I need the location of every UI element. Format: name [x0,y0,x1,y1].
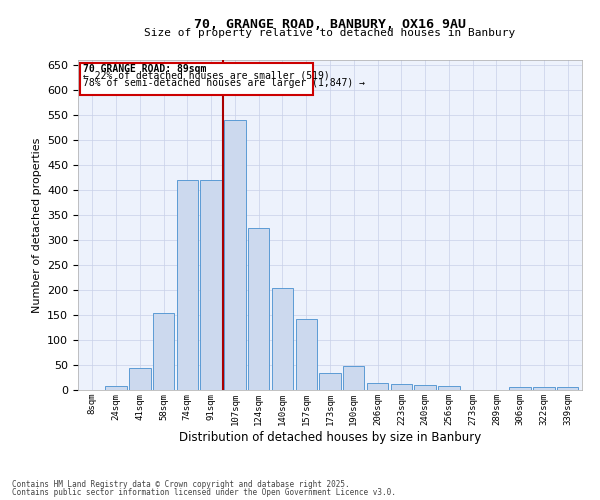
Bar [106,386,127,390]
Bar [557,387,578,390]
Text: 78% of semi-detached houses are larger (1,847) →: 78% of semi-detached houses are larger (… [83,78,365,88]
Bar [509,387,531,390]
Bar [176,180,198,390]
Bar [153,312,174,390]
Text: Size of property relative to detached houses in Banbury: Size of property relative to detached ho… [145,28,515,38]
Text: Contains HM Land Registry data © Crown copyright and database right 2025.: Contains HM Land Registry data © Crown c… [12,480,350,489]
Bar [319,372,341,390]
Bar [129,368,151,390]
Bar [391,384,412,390]
Text: 70 GRANGE ROAD: 89sqm: 70 GRANGE ROAD: 89sqm [83,64,206,74]
Bar [200,180,222,390]
Text: ← 22% of detached houses are smaller (519): ← 22% of detached houses are smaller (51… [83,70,329,81]
Bar [533,387,554,390]
Bar [343,366,364,390]
Y-axis label: Number of detached properties: Number of detached properties [32,138,41,312]
Text: 70, GRANGE ROAD, BANBURY, OX16 9AU: 70, GRANGE ROAD, BANBURY, OX16 9AU [194,18,466,30]
Bar [367,382,388,390]
Bar [224,120,245,390]
X-axis label: Distribution of detached houses by size in Banbury: Distribution of detached houses by size … [179,430,481,444]
Bar [272,288,293,390]
Bar [438,386,460,390]
Bar [415,385,436,390]
Bar [248,228,269,390]
Bar [296,318,317,390]
Text: Contains public sector information licensed under the Open Government Licence v3: Contains public sector information licen… [12,488,396,497]
Bar [80,62,313,95]
